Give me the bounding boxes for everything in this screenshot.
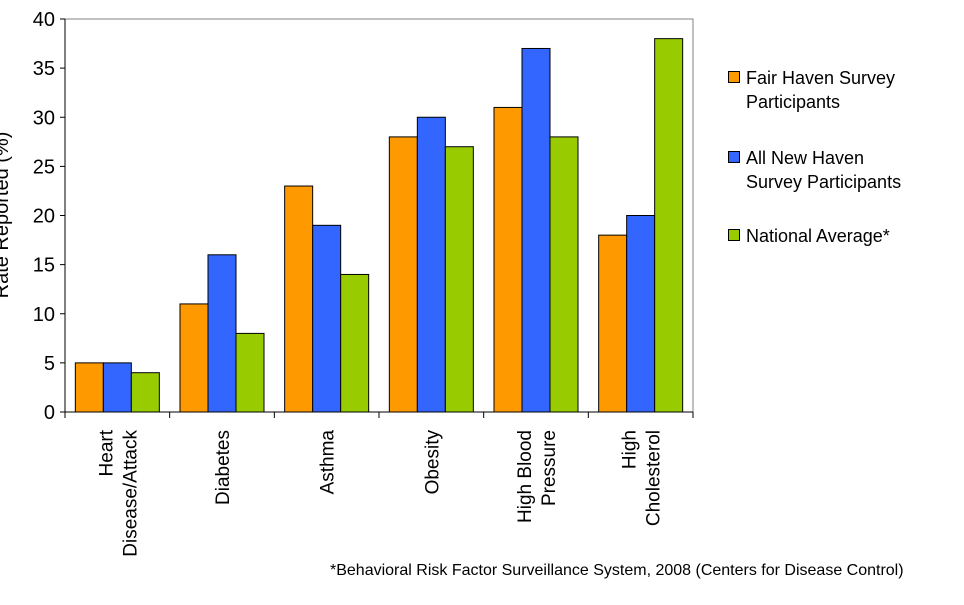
legend-label: All New Haven Survey Participants: [746, 148, 902, 192]
bar: [416, 116, 446, 413]
bar: [444, 146, 474, 413]
x-tick-label: Heart Disease/Attack: [96, 429, 141, 556]
y-tick-label: 25: [33, 156, 55, 178]
bar: [102, 362, 132, 413]
category-labels: Heart Disease/Attack Diabetes Asthma Obesity…: [96, 429, 664, 556]
y-tick-label: 20: [33, 206, 55, 228]
legend-swatch: [728, 229, 740, 241]
bar: [284, 185, 314, 413]
source-annotation: *Behavioral Risk Factor Surveillance Sys…: [330, 562, 904, 579]
x-tick-label-line: Diabetes: [213, 430, 234, 505]
bar: [521, 47, 551, 413]
legend-item: National Average*: [728, 224, 946, 248]
y-tick-label: 40: [33, 9, 55, 31]
legend-swatch: [728, 151, 740, 163]
x-tick-label: Obesity: [422, 430, 443, 495]
bar: [598, 234, 628, 413]
x-tick-label-line: High Blood: [515, 430, 536, 523]
axes: 0 5 10 15 20 25 30 35 40: [33, 9, 694, 424]
bars: [74, 38, 684, 413]
y-tick-label: 0: [44, 402, 55, 424]
bar: [388, 136, 418, 413]
x-tick-label-line: Obesity: [422, 430, 443, 495]
legend-item: All New Haven Survey Participants: [728, 146, 946, 194]
x-tick-label-line: High: [620, 430, 641, 469]
y-tick-label: 35: [33, 58, 55, 80]
x-tick-label-line: Asthma: [318, 430, 339, 495]
bar: [340, 273, 370, 413]
bar: [74, 362, 104, 413]
x-tick-label-line: Heart: [96, 429, 117, 476]
bar: [626, 215, 656, 413]
x-tick-label-line: Disease/Attack: [120, 430, 141, 557]
legend-item: Fair Haven Survey Participants: [728, 66, 946, 114]
legend-label: Fair Haven Survey Participants: [746, 68, 896, 112]
x-tick-label: Asthma: [318, 430, 339, 495]
bar: [312, 224, 342, 413]
bar: [493, 106, 523, 413]
bar: [235, 332, 265, 413]
x-tick-label: High Cholesterol: [620, 430, 665, 526]
bar: [654, 38, 684, 413]
bar: [130, 372, 160, 413]
bar: [549, 136, 579, 413]
legend-swatch: [728, 71, 740, 83]
legend-label: National Average*: [746, 226, 890, 246]
bar: [179, 303, 209, 413]
x-tick-label: Diabetes: [213, 430, 234, 505]
y-tick-label: 15: [33, 255, 55, 277]
y-axis-label: Rate Reported (%): [0, 132, 13, 299]
bar: [207, 254, 237, 413]
y-tick-label: 5: [44, 353, 55, 375]
x-tick-label-line: Cholesterol: [644, 430, 665, 526]
y-tick-label: 30: [33, 107, 55, 129]
x-tick-label: High Blood Pressure: [515, 430, 560, 523]
x-tick-label-line: Pressure: [539, 430, 560, 506]
y-tick-label: 10: [33, 304, 55, 326]
